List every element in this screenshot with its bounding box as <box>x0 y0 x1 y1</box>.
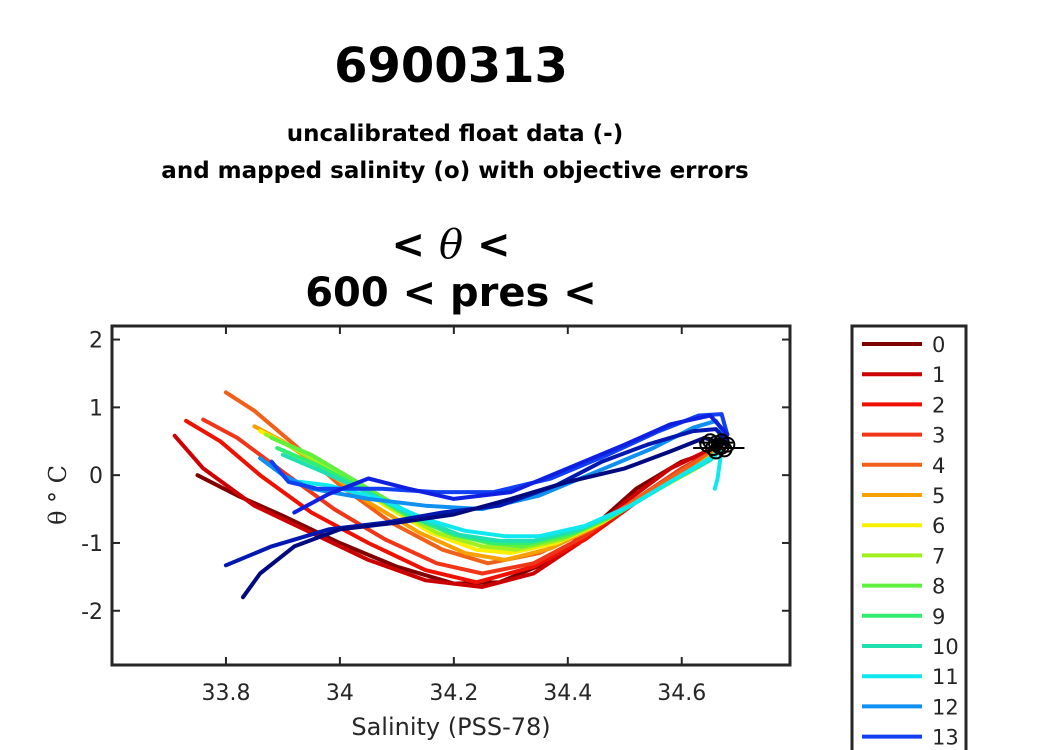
legend-label-0: 0 <box>932 333 945 357</box>
series-line-1 <box>172 433 718 589</box>
legend-box <box>850 324 968 750</box>
figure-subtitle-line2: and mapped salinity (o) with objective e… <box>161 158 749 184</box>
mapped-salinity-point-9 <box>713 438 730 455</box>
figure-title: 6900313 <box>334 38 568 94</box>
chart-title-line1: < θ < <box>0 222 902 268</box>
chart-title-lt-right: < <box>476 222 511 268</box>
legend-label-10: 10 <box>932 635 959 659</box>
legend-label-9: 9 <box>932 605 945 629</box>
x-tick-label: 34.2 <box>429 681 478 706</box>
mapped-salinity-markers <box>693 433 745 460</box>
legend-label-13: 13 <box>932 726 959 750</box>
legend-label-6: 6 <box>932 514 945 538</box>
y-tick-label: -1 <box>81 532 103 557</box>
y-axis: 2 1 0 -1 -2 <box>81 329 790 625</box>
y-axis-label: θ ° C <box>44 465 72 525</box>
series-lines <box>172 390 730 600</box>
series-line-4 <box>223 390 724 566</box>
y-tick-label: 0 <box>89 464 103 489</box>
legend-label-1: 1 <box>932 363 945 387</box>
figure-subtitle-line1: uncalibrated float data (-) <box>286 121 624 147</box>
y-tick-label: 2 <box>89 329 103 354</box>
legend-label-5: 5 <box>932 484 945 508</box>
y-tick-label: -2 <box>81 600 103 625</box>
legend-label-11: 11 <box>932 665 959 689</box>
x-tick-label: 34 <box>326 681 354 706</box>
legend-label-7: 7 <box>932 544 945 568</box>
chart-title-line2: 600 < pres < <box>305 270 597 316</box>
series-line-extra-16 <box>241 435 730 600</box>
x-axis-label: Salinity (PSS-78) <box>351 713 550 741</box>
plot-frame <box>110 324 792 667</box>
chart-title-theta-symbol: θ <box>438 222 464 268</box>
legend-label-12: 12 <box>932 695 959 719</box>
x-axis: 33.8 34 34.2 34.4 34.6 <box>201 326 706 706</box>
series-line-extra-14 <box>292 413 730 515</box>
legend-label-4: 4 <box>932 454 945 478</box>
legend-label-8: 8 <box>932 575 945 599</box>
y-tick-label: 1 <box>89 396 103 421</box>
x-tick-label: 34.6 <box>657 681 706 706</box>
legend-label-2: 2 <box>932 393 945 417</box>
x-tick-label: 34.4 <box>543 681 592 706</box>
x-tick-label: 33.8 <box>201 681 250 706</box>
chart-title-lt-left: < <box>391 222 426 268</box>
legend-label-3: 3 <box>932 424 945 448</box>
